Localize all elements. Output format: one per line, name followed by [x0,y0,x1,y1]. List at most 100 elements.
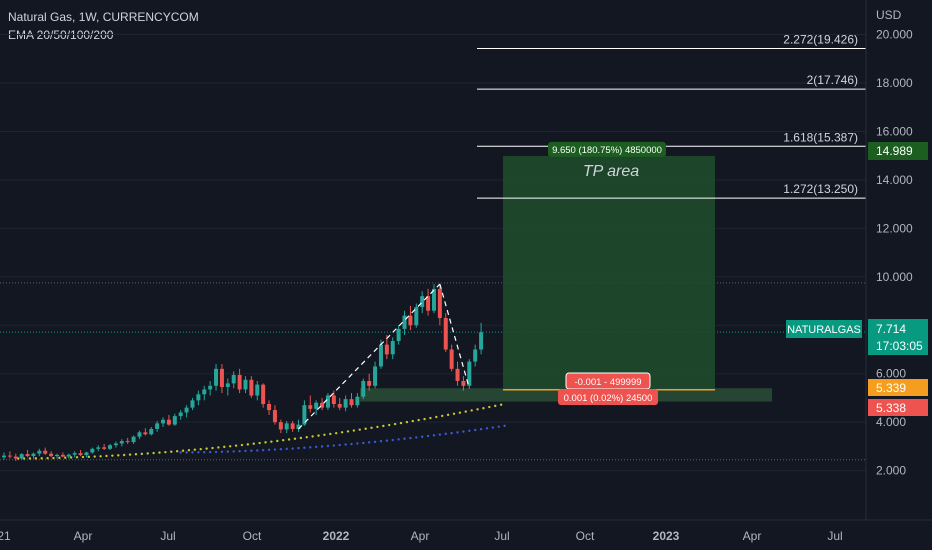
candle-body [184,407,189,413]
candle-body [437,288,442,318]
ema-dot [411,419,414,423]
candle [214,364,219,391]
ema-dot [309,446,312,449]
candle-body [431,288,436,311]
projection-leg-up [298,283,441,430]
projection-leg-down [439,283,470,389]
candle-body [49,453,54,457]
price-tick-label: 4.000 [876,415,906,429]
time-tick-label: Jul [160,529,175,543]
ema-dot [314,445,318,449]
ema-dot [52,456,55,460]
candle [125,437,130,444]
ema-dot [261,448,265,452]
candle-body [331,395,336,404]
candle [343,395,348,412]
candle-body [367,380,372,386]
ema-dot [479,427,483,431]
candle [208,380,213,396]
ema-dot [303,446,306,449]
candle [43,447,48,455]
candle-body [355,396,360,406]
ema-dot [234,444,238,447]
ema-dot [34,457,38,460]
ema-dot [311,435,314,438]
candle [149,427,154,436]
ema-dot [179,451,182,454]
candle-body [473,349,478,362]
candle-body [166,419,171,425]
ema-dot [362,441,365,445]
candle-body [390,341,395,355]
ema-dot [146,452,149,455]
ema-dot [399,421,403,425]
candle-body [461,380,466,386]
ema-dot [382,424,385,428]
candle [72,451,77,458]
time-tick-label: Jul [494,529,509,543]
time-tick-label: 21 [0,529,11,543]
time-tick-label: 2023 [653,529,680,543]
ema-dot [246,443,250,446]
candle-body [278,422,283,430]
candle [113,441,118,448]
candle [231,371,236,389]
ema-dot [199,447,202,451]
candle [455,361,460,386]
ema-dot [338,443,341,447]
candle [161,417,166,428]
candle [284,420,289,434]
ema-dot [482,406,485,410]
candle [166,414,171,426]
ema-dot [388,423,391,427]
ema-dot [258,441,261,445]
ema-dot [140,452,144,456]
candle [278,419,283,434]
candle-body [396,328,401,342]
ema-dot [503,424,506,427]
candle-body [219,368,224,388]
candle-body [455,368,460,381]
candle [314,400,319,415]
stop-badge-bottom [558,389,658,405]
ema-dot [81,455,85,459]
candle [249,376,254,398]
ema-dot [40,457,43,460]
candle-body [343,399,348,408]
ema-dot [391,438,394,442]
ema-dot [75,456,79,459]
candle-body [202,389,207,395]
ema-dot [220,450,224,453]
candle [331,390,336,408]
candle-body [479,332,484,350]
candle [25,450,30,458]
ema-dot [285,447,288,451]
candle-body [314,402,319,409]
ema-dot [226,450,230,453]
candle [37,448,42,457]
ema-dot [491,426,495,429]
candle [219,364,224,394]
candle-body [19,454,24,459]
candle [261,383,266,408]
ema-dot [250,449,253,452]
candle [84,451,89,458]
candle-body [60,454,65,457]
candle [137,430,142,440]
chart-title: Natural Gas, 1W, CURRENCYCOM [8,10,199,24]
candle-body [414,307,419,326]
price-tick-label: 6.000 [876,367,906,381]
ema-dot [238,450,241,453]
ema-dot [358,428,361,431]
candle-body [84,452,89,456]
candle [131,435,136,444]
ema-dot [485,427,489,430]
ema-dot [376,425,379,429]
ema-dot [405,420,409,424]
ema-dot [208,450,212,454]
candle [461,376,466,391]
ema-dot [232,450,235,453]
tp-badge-text: 9.650 (180.75%) 4850000 [552,145,662,156]
fib-level-label: 2(17.746) [807,73,858,87]
